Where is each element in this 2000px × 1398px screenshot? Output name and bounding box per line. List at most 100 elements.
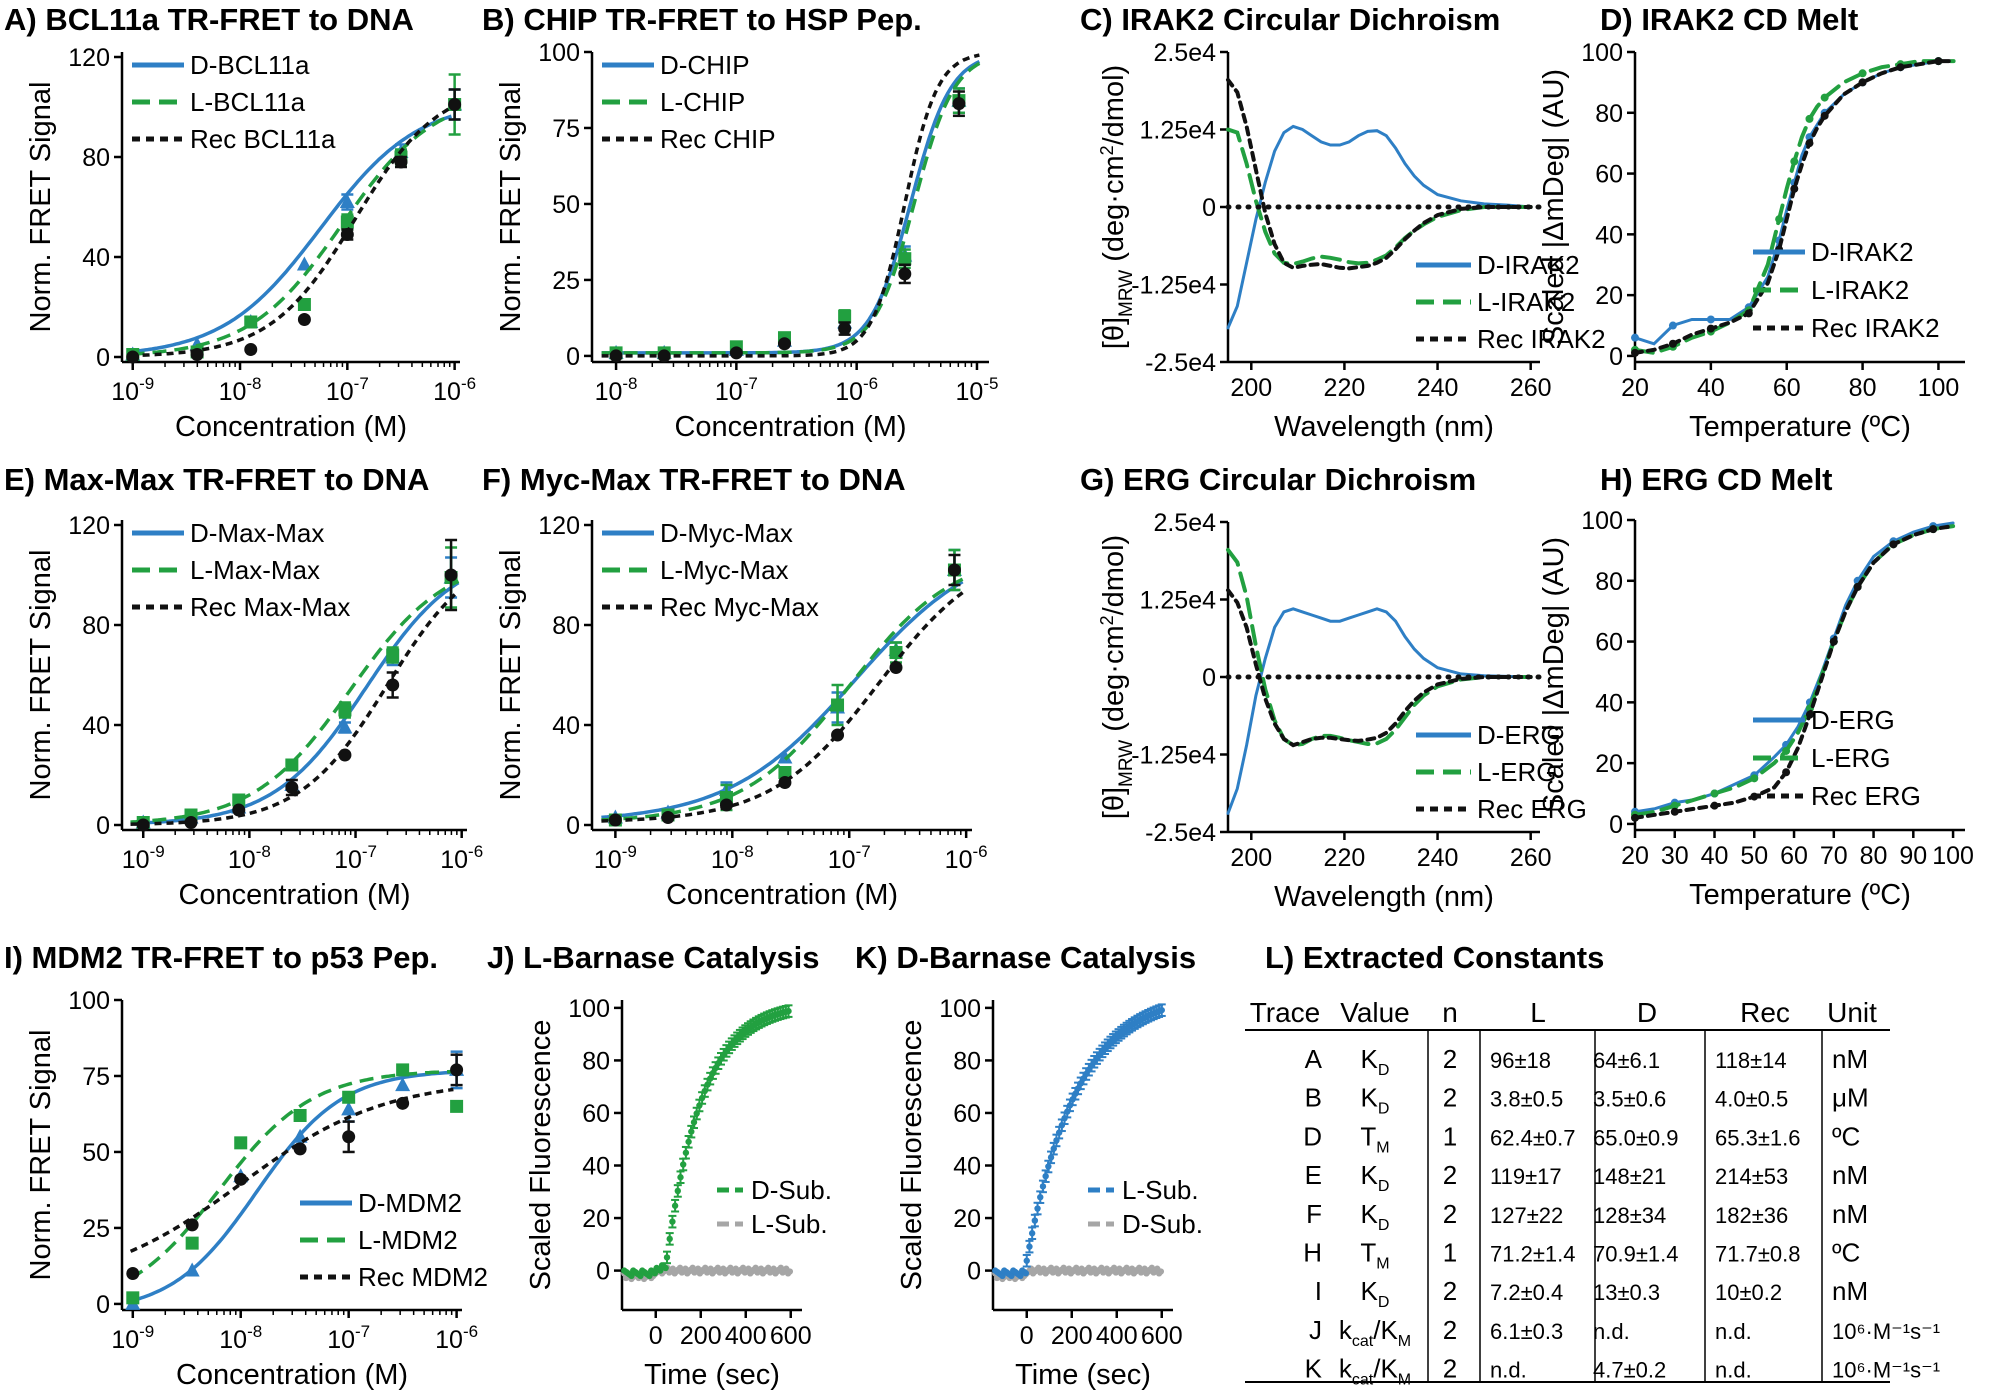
legend-label: Rec IRAK2 — [1811, 313, 1940, 343]
legend-label: D-ERG — [1477, 720, 1561, 750]
chart-c: 200 220 240 260 -2.5e4 -1.25e4 0 1.25e4 2.5e4 Wav… — [1097, 39, 1606, 443]
square-marker — [338, 703, 352, 717]
melt-point — [1670, 807, 1679, 816]
circle-marker — [448, 98, 462, 111]
y-tick-label: 60 — [582, 1100, 610, 1128]
panel-title-l: L) Extracted Constants — [1265, 940, 1604, 975]
fit-curve-l — [130, 113, 453, 356]
series-line-l — [1633, 59, 1956, 355]
x-axis-label: Concentration (M) — [178, 879, 410, 911]
x-tick-label: 80 — [1860, 842, 1888, 870]
row-trace: F — [1306, 1199, 1322, 1229]
y-axis-label: Norm. FRET Signal — [25, 1030, 57, 1281]
x-tick-label: 10-6 — [945, 842, 988, 874]
legend-label: Rec BCL11a — [190, 124, 336, 154]
panel-title-e: E) Max-Max TR-FRET to DNA — [4, 462, 429, 497]
x-tick-label: 10-9 — [594, 842, 637, 874]
row-l-value: n.d. — [1490, 1358, 1527, 1383]
row-n: 2 — [1443, 1083, 1457, 1113]
x-tick-label: 10-9 — [111, 1322, 154, 1354]
x-axis-label: Concentration (M) — [175, 411, 407, 443]
y-tick-label: 100 — [68, 987, 110, 1015]
melt-point — [1706, 324, 1715, 333]
row-unit: nM — [1832, 1160, 1868, 1190]
table-header-cell: Rec — [1740, 997, 1790, 1028]
panel-title-f: F) Myc-Max TR-FRET to DNA — [482, 462, 906, 497]
x-tick-label: 10-6 — [835, 374, 878, 406]
legend-label: L-IRAK2 — [1811, 275, 1909, 305]
fit-curve-d — [130, 1070, 454, 1303]
y-tick-label: 80 — [82, 144, 110, 172]
fit-curve-rec — [129, 1087, 454, 1253]
row-trace: D — [1303, 1121, 1322, 1151]
table-header-cell: n — [1442, 997, 1458, 1028]
melt-point — [1805, 114, 1814, 123]
legend-label: Rec IRAK2 — [1477, 324, 1606, 354]
x-tick-label: 200 — [1230, 374, 1272, 402]
circle-marker — [342, 1130, 356, 1144]
y-tick-label: 0 — [596, 1258, 610, 1286]
square-marker — [396, 1063, 410, 1077]
row-value: KD — [1361, 1044, 1390, 1079]
table-row: F KD 2 127±22 128±34 182±36 nM — [1306, 1199, 1868, 1234]
x-tick-label: 240 — [1417, 844, 1459, 872]
melt-point — [1631, 813, 1639, 822]
melt-point — [1858, 78, 1867, 87]
x-tick-label: 60 — [1780, 842, 1808, 870]
x-tick-label: 200 — [1230, 844, 1272, 872]
melt-point — [1668, 321, 1677, 330]
row-trace: H — [1303, 1238, 1322, 1268]
y-tick-label: 100 — [1581, 507, 1623, 535]
chart-h: 20 30 40 50 60 70 80 90 100020406080100Temperatu… — [1538, 507, 1974, 911]
kinetic-point — [685, 1138, 692, 1145]
circle-marker — [126, 350, 140, 364]
y-axis-label: Norm. FRET Signal — [495, 550, 527, 801]
melt-point — [1750, 774, 1759, 783]
kinetic-point — [1034, 1205, 1041, 1212]
y-tick-label: 2.5e4 — [1153, 39, 1216, 67]
row-unit: 10⁶·M⁻¹s⁻¹ — [1832, 1319, 1940, 1344]
melt-point — [1631, 333, 1639, 342]
y-tick-label: 0 — [96, 812, 110, 840]
y-tick-label: 0 — [1609, 811, 1623, 839]
row-value: kcat/KM — [1339, 1354, 1411, 1389]
triangle-marker — [341, 1101, 357, 1116]
melt-point — [1775, 215, 1784, 224]
kinetic-point — [680, 1161, 687, 1168]
kinetic-point — [674, 1187, 681, 1195]
chart-e: 10-9 10-8 10-7 10-6 0 40 80 120 Concentration (M… — [25, 512, 483, 911]
y-axis-label: Scaled |ΔmDeg| (AU) — [1538, 537, 1570, 813]
y-tick-label: 40 — [82, 244, 110, 272]
row-unit: nM — [1832, 1044, 1868, 1074]
circle-marker — [947, 563, 961, 577]
chart-i: 10-9 10-8 10-7 10-6 0 25 50 75 100 Concentration … — [25, 987, 488, 1391]
row-rec-value: n.d. — [1715, 1358, 1752, 1383]
circle-marker — [297, 313, 311, 326]
x-tick-label: 10-7 — [334, 842, 377, 874]
row-l-value: 3.8±0.5 — [1490, 1087, 1563, 1112]
row-d-value: 70.9±1.4 — [1593, 1242, 1678, 1267]
series-line-rec — [1226, 77, 1533, 271]
y-tick-label: 80 — [552, 612, 580, 640]
legend-label: L-ERG — [1477, 757, 1556, 787]
table-row: I KD 2 7.2±0.4 13±0.3 10±0.2 nM — [1315, 1276, 1868, 1311]
x-axis-label: Wavelength (nm) — [1274, 881, 1494, 913]
melt-point — [1668, 339, 1677, 348]
kinetic-point — [1047, 1154, 1055, 1161]
triangle-marker — [395, 1077, 411, 1092]
x-tick-label: 20 — [1621, 842, 1649, 870]
legend-label: D-Myc-Max — [660, 518, 793, 548]
y-axis-label: Norm. FRET Signal — [25, 550, 57, 801]
series-line-d — [1226, 607, 1533, 815]
legend-label: L-BCL11a — [190, 87, 306, 117]
y-tick-label: 100 — [538, 39, 580, 67]
x-tick-label: 600 — [1141, 1322, 1183, 1350]
row-l-value: 62.4±0.7 — [1490, 1125, 1575, 1150]
table-header-cell: Unit — [1827, 997, 1877, 1028]
y-tick-label: 40 — [82, 712, 110, 740]
circle-marker — [234, 1172, 248, 1186]
panel-title-j: J) L-Barnase Catalysis — [487, 940, 820, 975]
